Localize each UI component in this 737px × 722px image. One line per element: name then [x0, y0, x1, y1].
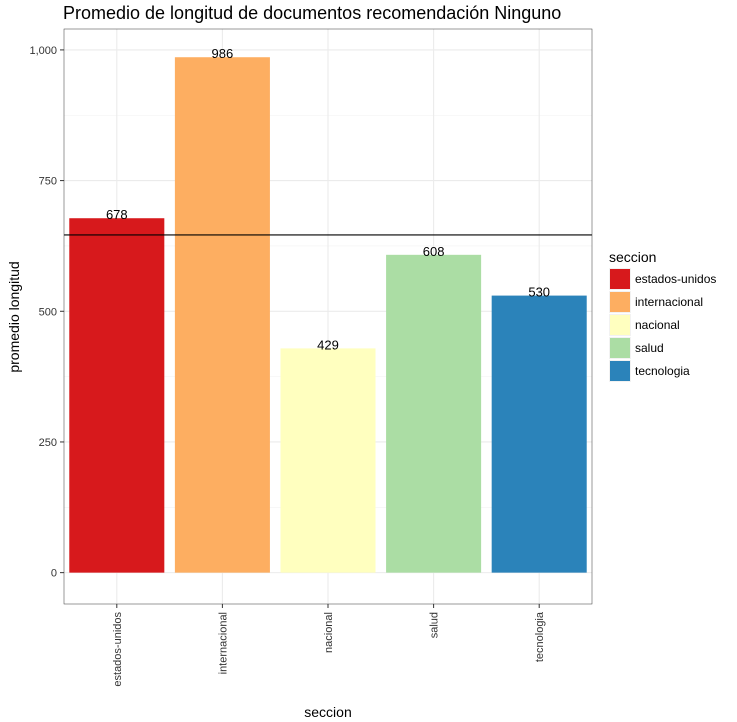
legend-swatch — [610, 361, 630, 381]
legend-label: salud — [635, 341, 664, 355]
x-axis-title: seccion — [304, 704, 351, 720]
legend-label: tecnologia — [635, 364, 690, 378]
legend-title: seccion — [609, 249, 656, 265]
x-tick-label: salud — [429, 612, 441, 638]
legend: seccion estados-unidos internacional nacio… — [609, 249, 716, 382]
y-tick-label: 750 — [39, 176, 57, 188]
bar-value-label: 608 — [423, 244, 445, 259]
y-axis: 0 250 500 750 1,000 — [29, 45, 64, 580]
x-tick-label: internacional — [217, 612, 229, 674]
x-tick-label: tecnologia — [534, 611, 546, 662]
y-tick-label: 500 — [39, 306, 57, 318]
legend-swatch — [610, 269, 630, 289]
legend-swatch — [610, 315, 630, 335]
chart-title: Promedio de longitud de documentos recom… — [63, 3, 561, 23]
bar-value-label: 986 — [212, 46, 234, 61]
bar-tecnologia — [491, 295, 587, 573]
y-tick-label: 1,000 — [29, 45, 57, 57]
legend-swatch — [610, 338, 630, 358]
legend-label: nacional — [635, 318, 680, 332]
bar-value-labels: 678 986 429 608 530 — [106, 46, 550, 352]
bar-value-label: 678 — [106, 207, 128, 222]
x-axis: estados-unidos internacional nacional salud… — [112, 604, 546, 687]
bar-salud — [386, 254, 482, 573]
bar-estados-unidos — [69, 218, 165, 573]
y-axis-title: promedio longitud — [6, 261, 22, 372]
bar-value-label: 429 — [317, 337, 339, 352]
panel-border — [63, 28, 593, 605]
legend-label: internacional — [635, 295, 703, 309]
legend-label: estados-unidos — [635, 272, 716, 286]
y-tick-label: 0 — [51, 568, 57, 580]
bar-value-label: 530 — [528, 285, 550, 300]
y-tick-label: 250 — [39, 437, 57, 449]
x-tick-label: estados-unidos — [112, 612, 124, 687]
bar-nacional — [280, 348, 376, 573]
bar-internacional — [174, 57, 270, 573]
bars — [69, 57, 587, 573]
legend-swatch — [610, 292, 630, 312]
x-tick-label: nacional — [323, 612, 335, 653]
